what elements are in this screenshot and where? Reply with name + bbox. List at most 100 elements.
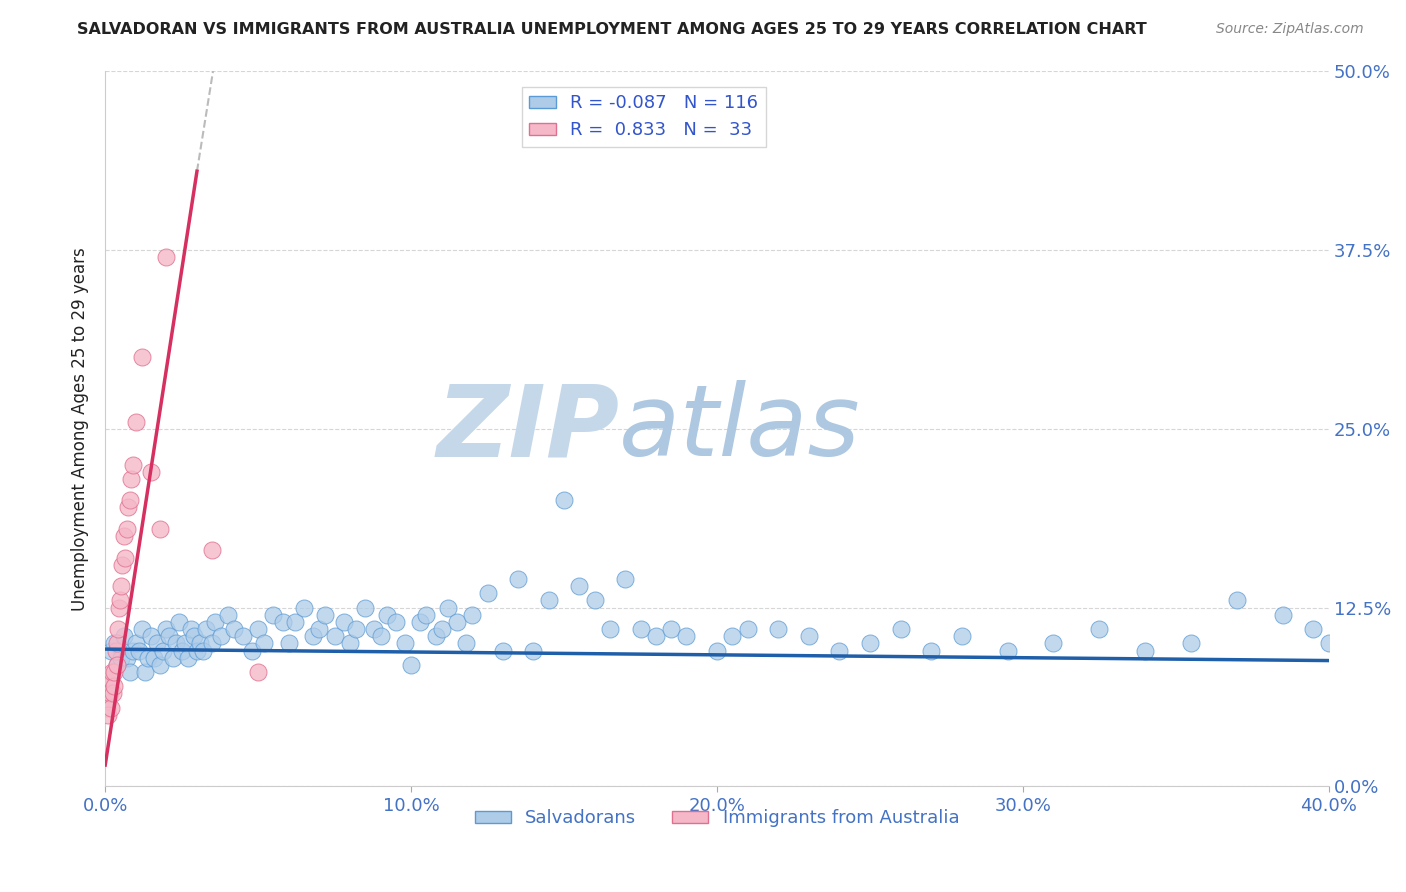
Point <box>766 622 789 636</box>
Point <box>492 643 515 657</box>
Point <box>188 636 211 650</box>
Point <box>308 622 330 636</box>
Point <box>370 629 392 643</box>
Point <box>1180 636 1202 650</box>
Point <box>950 629 973 643</box>
Point <box>508 572 530 586</box>
Point <box>149 657 172 672</box>
Text: Source: ZipAtlas.com: Source: ZipAtlas.com <box>1216 22 1364 37</box>
Point <box>104 643 127 657</box>
Point <box>323 629 346 643</box>
Point <box>173 636 195 650</box>
Point <box>186 643 208 657</box>
Point <box>354 600 377 615</box>
Point <box>165 636 187 650</box>
Point <box>100 700 122 714</box>
Point <box>284 615 307 629</box>
Point <box>217 607 239 622</box>
Point <box>271 615 294 629</box>
Point <box>415 607 437 622</box>
Point <box>125 636 148 650</box>
Point <box>152 643 174 657</box>
Point <box>107 622 129 636</box>
Point <box>997 643 1019 657</box>
Point <box>522 643 544 657</box>
Point <box>262 607 284 622</box>
Point <box>477 586 499 600</box>
Point <box>1226 593 1249 607</box>
Point <box>292 600 315 615</box>
Point <box>103 679 125 693</box>
Point <box>162 650 184 665</box>
Point <box>706 643 728 657</box>
Point <box>155 622 177 636</box>
Point <box>583 593 606 607</box>
Point <box>859 636 882 650</box>
Point <box>112 529 135 543</box>
Point <box>149 522 172 536</box>
Point <box>247 665 270 679</box>
Point <box>553 493 575 508</box>
Point <box>385 615 408 629</box>
Point <box>101 686 124 700</box>
Point <box>117 500 139 515</box>
Point <box>222 622 245 636</box>
Point <box>630 622 652 636</box>
Point <box>110 650 132 665</box>
Point <box>614 572 637 586</box>
Point <box>139 629 162 643</box>
Text: SALVADORAN VS IMMIGRANTS FROM AUSTRALIA UNEMPLOYMENT AMONG AGES 25 TO 29 YEARS C: SALVADORAN VS IMMIGRANTS FROM AUSTRALIA … <box>77 22 1147 37</box>
Point <box>112 629 135 643</box>
Point <box>180 622 202 636</box>
Point <box>920 643 942 657</box>
Point <box>721 629 744 643</box>
Point <box>115 650 138 665</box>
Point <box>644 629 666 643</box>
Point <box>375 607 398 622</box>
Point <box>118 665 141 679</box>
Point <box>121 458 143 472</box>
Point <box>108 593 131 607</box>
Point <box>118 493 141 508</box>
Point <box>111 558 134 572</box>
Point <box>107 657 129 672</box>
Point <box>599 622 621 636</box>
Point <box>399 657 422 672</box>
Point <box>1302 622 1324 636</box>
Point <box>1135 643 1157 657</box>
Point <box>183 629 205 643</box>
Point <box>131 622 153 636</box>
Point <box>363 622 385 636</box>
Point <box>100 672 122 686</box>
Point <box>134 665 156 679</box>
Point <box>103 636 125 650</box>
Point <box>737 622 759 636</box>
Point <box>114 550 136 565</box>
Point <box>97 693 120 707</box>
Point <box>115 522 138 536</box>
Point <box>128 643 150 657</box>
Point <box>97 679 120 693</box>
Point <box>107 657 129 672</box>
Point <box>461 607 484 622</box>
Point <box>121 643 143 657</box>
Point <box>240 643 263 657</box>
Point <box>797 629 820 643</box>
Point <box>430 622 453 636</box>
Point <box>191 643 214 657</box>
Point <box>204 615 226 629</box>
Legend: Salvadorans, Immigrants from Australia: Salvadorans, Immigrants from Australia <box>467 802 967 835</box>
Point <box>100 643 122 657</box>
Point <box>659 622 682 636</box>
Point <box>436 600 458 615</box>
Point <box>96 700 118 714</box>
Point <box>170 643 193 657</box>
Point <box>425 629 447 643</box>
Point <box>253 636 276 650</box>
Point <box>167 615 190 629</box>
Point <box>314 607 336 622</box>
Point <box>1317 636 1340 650</box>
Point <box>277 636 299 650</box>
Point <box>146 636 169 650</box>
Point <box>120 472 142 486</box>
